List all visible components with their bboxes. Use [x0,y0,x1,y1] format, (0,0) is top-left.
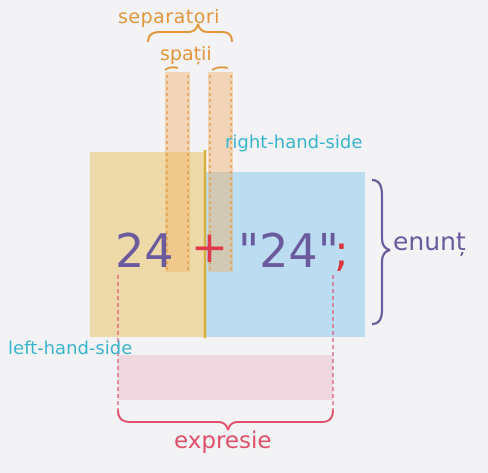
spatii-brace [164,66,229,71]
expresie-label: expresie [174,428,272,454]
enunt-brace [371,178,391,326]
plus-operator: + [191,222,228,273]
right-hand-side-region [205,172,365,337]
right-hand-side-label: right-hand-side [225,132,363,153]
left-hand-side-region [90,152,205,337]
separatori-brace [147,23,233,43]
enunt-label: enunț [393,227,466,256]
space-column-left [165,72,190,272]
expression-region [118,355,333,400]
space-column-right [208,72,233,272]
right-operand: "24" [238,224,339,278]
spatii-label: spații [160,43,212,65]
separatori-label: separatori [118,6,220,28]
left-hand-side-label: left-hand-side [8,338,133,359]
statement-terminator: ; [334,226,349,277]
left-operand: 24 [115,224,174,278]
expresie-brace [117,409,334,431]
